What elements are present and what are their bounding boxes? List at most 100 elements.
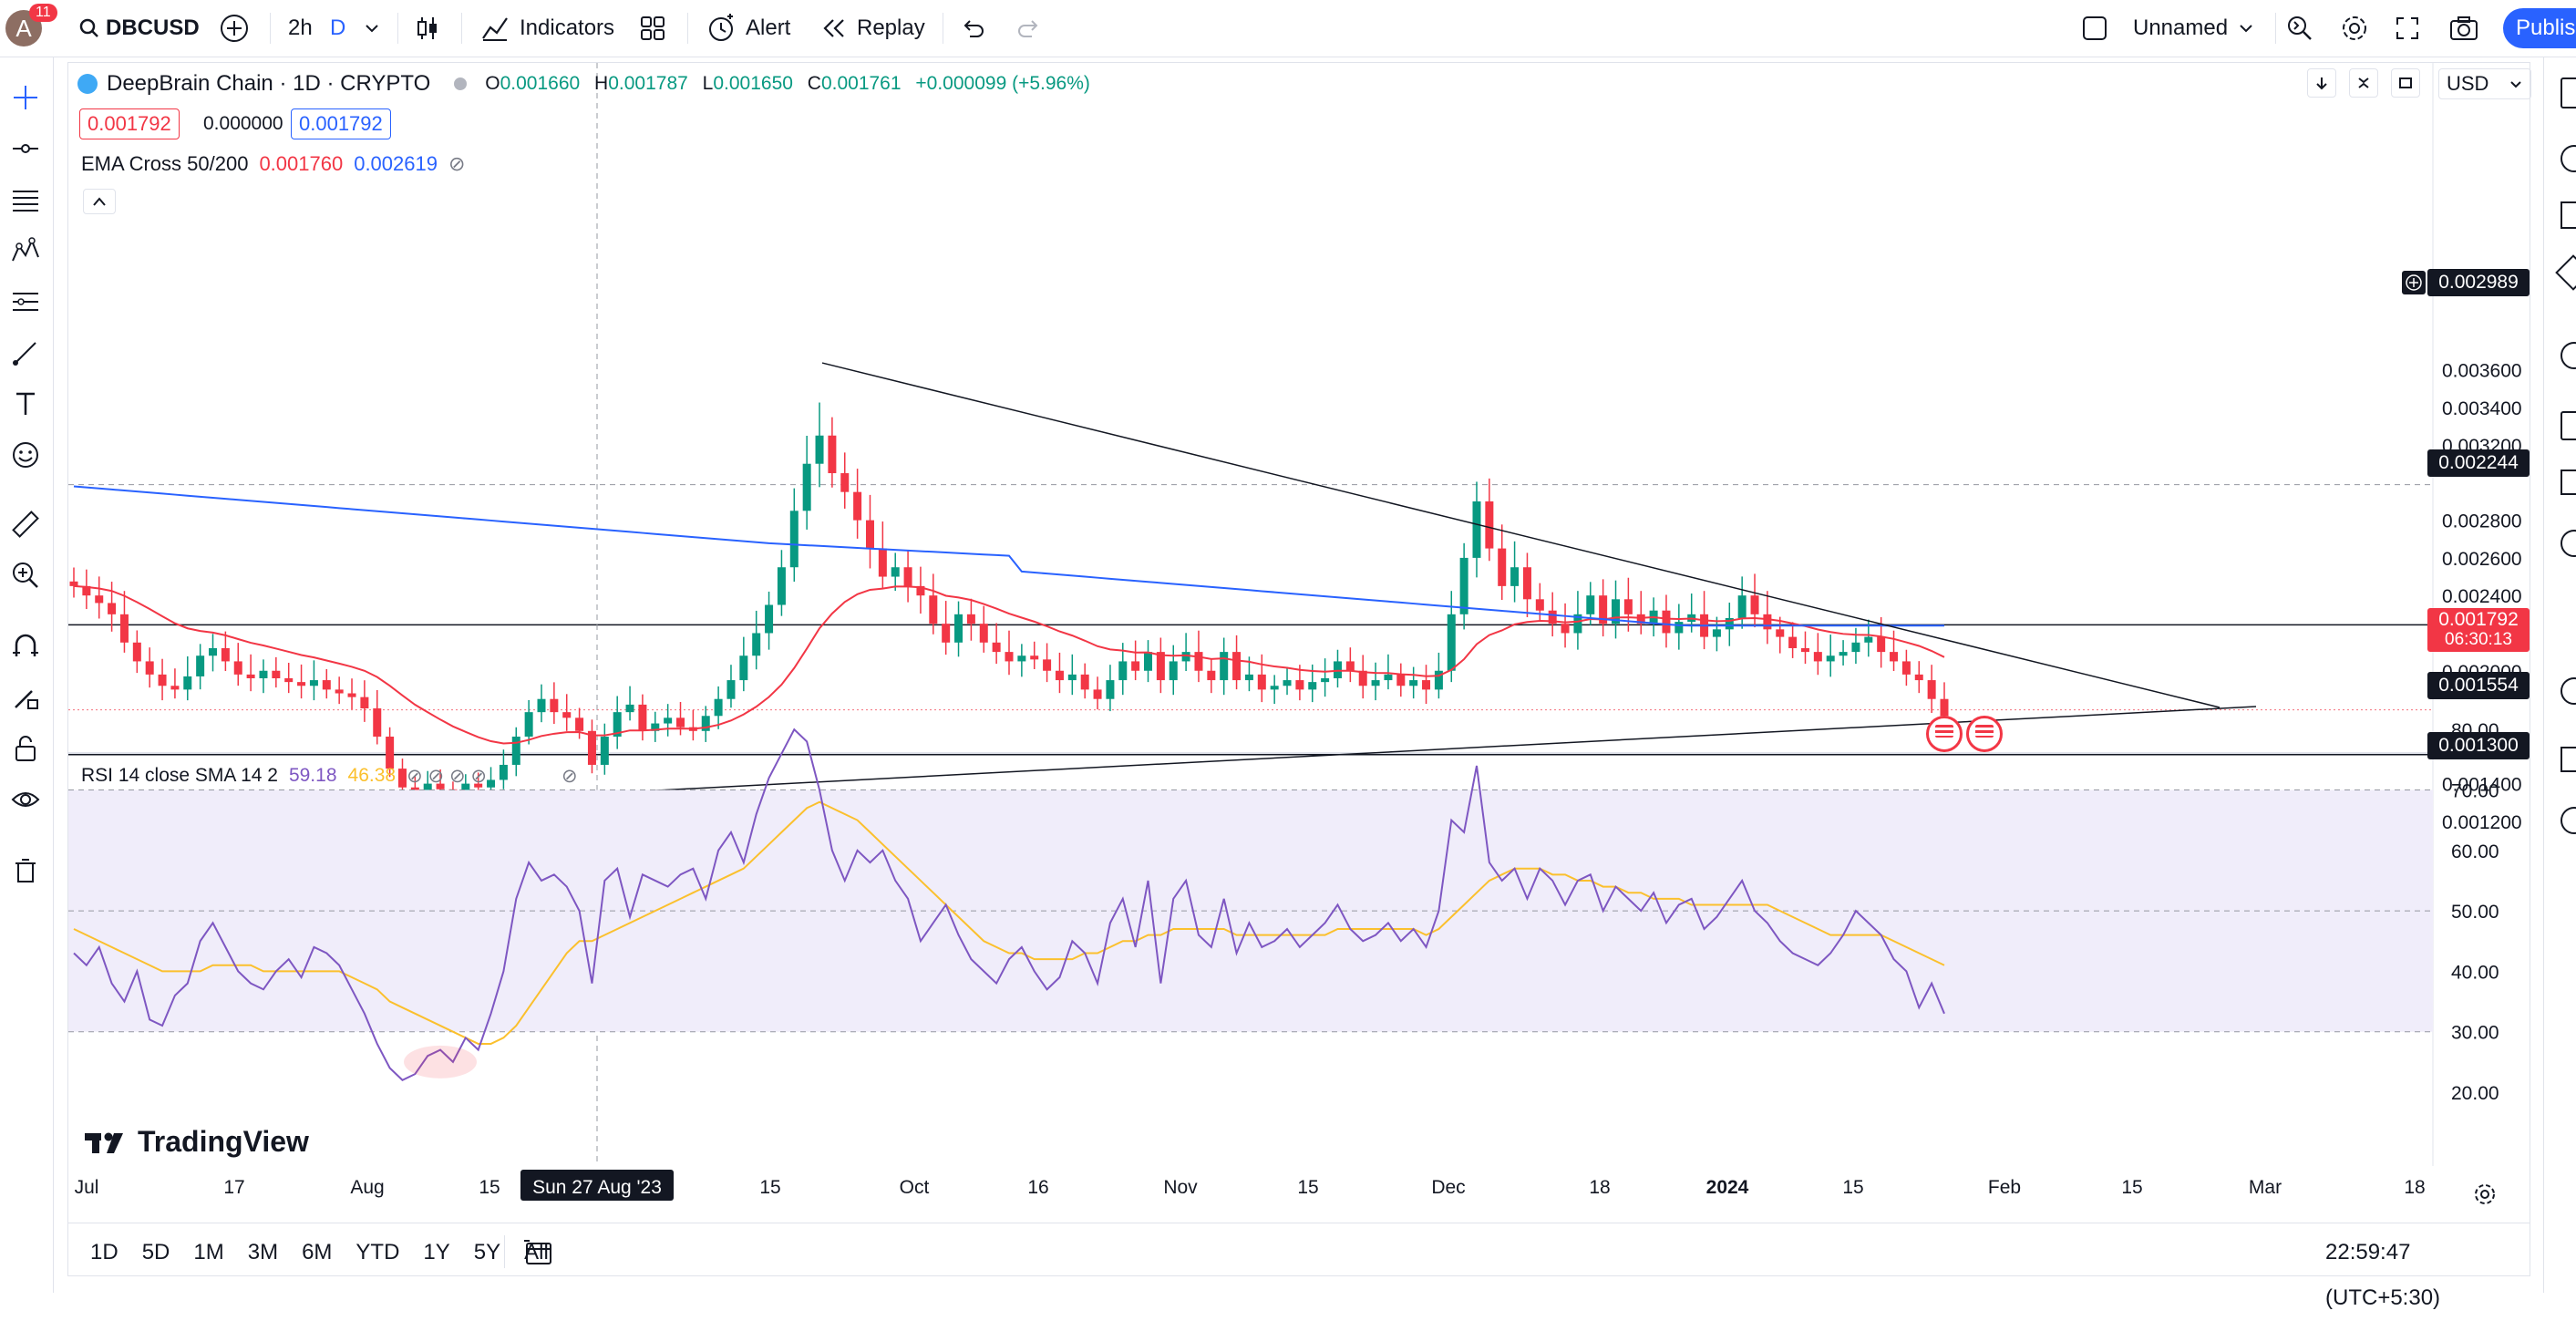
alert-button[interactable]: Alert [706,0,790,57]
candle-body[interactable] [1851,642,1860,653]
time-axis-settings-button[interactable] [2473,1182,2497,1211]
replay-button[interactable]: Replay [820,0,925,57]
candle-body[interactable] [651,723,660,731]
candle-body[interactable] [1459,557,1468,614]
candle-body[interactable] [828,435,837,474]
candle-body[interactable] [1800,647,1809,653]
candle-body[interactable] [1573,614,1582,634]
candle-body[interactable] [1662,610,1671,634]
candle-body[interactable] [600,736,609,765]
text-tool[interactable] [5,384,46,424]
candle-body[interactable] [840,473,850,492]
candle-body[interactable] [158,674,167,686]
candle-body[interactable] [562,712,572,718]
candle-body[interactable] [1864,636,1873,643]
candle-body[interactable] [360,697,369,709]
candle-body[interactable] [1080,674,1089,690]
fib-tool[interactable] [5,180,46,220]
candle-body[interactable] [259,670,268,679]
candle-body[interactable] [132,642,141,662]
candle-body[interactable] [347,693,356,697]
candle-body[interactable] [1674,622,1684,634]
ema-legend[interactable]: EMA Cross 50/200 0.001760 0.002619 ⊘ [81,152,465,176]
rsi-line[interactable] [73,728,1945,1081]
candle-body[interactable] [1043,659,1052,671]
candle-body[interactable] [183,676,192,690]
templates-button[interactable] [638,0,667,57]
candle-body[interactable] [1712,629,1721,637]
candle-body[interactable] [992,642,1001,653]
range-button-5d[interactable]: 5D [141,1240,170,1264]
candle-body[interactable] [246,674,255,679]
candle-body[interactable] [170,686,180,690]
symbol-search[interactable]: DBCUSD [78,0,200,57]
watchlist-icon[interactable] [2561,77,2576,108]
candle-body[interactable] [587,730,596,765]
maximize-pane-button[interactable] [2391,68,2420,98]
bid-price[interactable]: 0.001792 [79,108,180,139]
candle-body[interactable] [676,717,685,728]
candle-body[interactable] [638,704,647,731]
candle-body[interactable] [929,595,938,624]
candle-body[interactable] [1485,501,1494,549]
candle-body[interactable] [1839,652,1848,656]
candle-body[interactable] [1612,599,1621,624]
projection-tool[interactable] [5,282,46,322]
magnet-tool[interactable] [5,626,46,666]
candle-body[interactable] [891,567,900,577]
trend-line-tool[interactable] [5,129,46,169]
timezone-clock[interactable]: 22:59:47 (UTC+5:30) [2325,1240,2441,1310]
candle-body[interactable] [1093,689,1102,699]
price-label-0.002989[interactable]: 0.002989 [2427,269,2530,296]
candle-body[interactable] [1434,670,1443,690]
candle-body[interactable] [1927,680,1936,699]
layout-button[interactable]: Unnamed [2080,0,2255,57]
price-label-0.002244[interactable]: 0.002244 [2427,449,2530,477]
compare-button[interactable] [219,0,250,57]
candle-body[interactable] [461,783,470,791]
candle-body[interactable] [499,764,508,780]
broadcast-icon[interactable] [2561,677,2576,705]
candle-body[interactable] [1737,595,1747,618]
add-alert-plus-icon[interactable] [2402,271,2426,294]
candle-body[interactable] [95,595,104,604]
descending-trend-line[interactable] [821,362,2221,708]
candle-body[interactable] [1005,652,1014,662]
candle-body[interactable] [108,603,117,614]
chart-container[interactable]: 0.003600 0.003400 0.003200 0.002800 0.002600… [67,62,2531,1310]
candle-body[interactable] [1914,674,1923,681]
candle-body[interactable] [1422,680,1431,690]
candle-body[interactable] [726,680,736,699]
candle-body[interactable] [714,698,723,717]
candle-body[interactable] [1396,674,1406,686]
ema200-line[interactable] [73,485,1944,627]
data-window-icon[interactable] [2561,201,2576,229]
zoom-tool[interactable] [5,555,46,595]
candle-body[interactable] [436,783,445,790]
candle-body[interactable] [196,655,205,676]
candle-body[interactable] [1409,680,1418,686]
candle-body[interactable] [625,704,634,713]
stay-drawing-tool[interactable] [5,677,46,717]
candle-body[interactable] [373,708,382,737]
candle-body[interactable] [1763,614,1772,630]
candle-body[interactable] [1283,680,1292,686]
candle-body[interactable] [145,661,154,675]
candle-body[interactable] [777,567,786,605]
candle-body[interactable] [1106,680,1115,699]
candle-body[interactable] [903,567,912,586]
hotlist-icon[interactable] [2561,342,2576,369]
candle-body[interactable] [1257,674,1266,690]
symbol-title[interactable]: DeepBrain Chain · 1D · CRYPTO [107,71,431,96]
candle-body[interactable] [1321,678,1330,683]
candle-body[interactable] [1017,655,1026,662]
candle-body[interactable] [815,435,824,464]
price-label-0.001554[interactable]: 0.001554 [2427,672,2530,699]
candle-body[interactable] [664,717,673,724]
price-label-0.001300[interactable]: 0.001300 [2427,732,2530,759]
redo-button[interactable] [1015,0,1043,57]
candle-body[interactable] [1750,595,1759,614]
candle-body[interactable] [1384,674,1393,681]
last-price-label[interactable]: 0.001792 06:30:13 [2427,608,2530,652]
candle-body[interactable] [865,520,874,549]
